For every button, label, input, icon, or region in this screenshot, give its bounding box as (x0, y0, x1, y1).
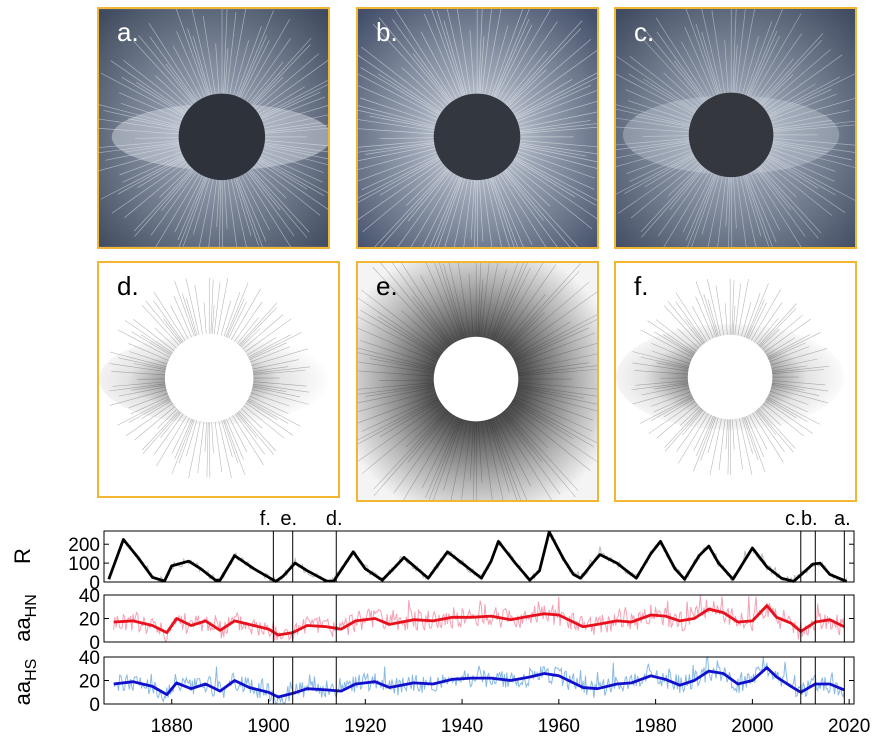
eclipse-marker-label: c. (785, 508, 801, 530)
series-monthly-trace (113, 655, 845, 706)
y-tick-label: 20 (79, 672, 100, 693)
panel-label: c. (634, 17, 655, 47)
corona-image-panel-f: f. (614, 261, 857, 502)
series-line (107, 530, 848, 583)
y-tick-label: 100 (68, 554, 100, 575)
y-axis-label: aaHS (10, 659, 40, 706)
eclipse-corona-photo-a (99, 9, 328, 247)
y-tick-label: 0 (89, 633, 100, 654)
series-line (113, 604, 845, 637)
x-tick-label: 1900 (247, 716, 289, 737)
corona-image-panel-d: d. (97, 261, 340, 498)
panel-label: d. (117, 271, 139, 301)
eclipse-corona-plate-d (99, 263, 338, 496)
x-tick-label: 2000 (731, 716, 773, 737)
corona-image-panel-e: e. (356, 261, 599, 502)
eclipse-marker-label: e. (280, 508, 297, 530)
eclipse-corona-photo-c (616, 9, 855, 247)
x-tick-label: 1960 (538, 716, 580, 737)
eclipse-marker-label: a. (834, 508, 851, 530)
corona-image-panel-a: a. (97, 7, 330, 249)
y-tick-label: 200 (68, 535, 100, 556)
x-tick-label: 1880 (151, 716, 193, 737)
y-axis-label: aaHN (10, 594, 40, 642)
panel-label: a. (117, 17, 139, 47)
eclipse-marker-label: f. (260, 508, 271, 530)
panel-label: e. (376, 271, 398, 301)
eclipse-corona-photo-b (358, 9, 597, 247)
x-tick-label: 2020 (828, 716, 870, 737)
corona-image-panel-c: c. (614, 7, 857, 249)
eclipse-corona-plate-e (358, 263, 597, 500)
eclipse-marker-label: d. (326, 508, 343, 530)
corona-image-panel-b: b. (356, 7, 599, 249)
y-tick-label: 20 (79, 610, 100, 631)
y-axis-label: R (10, 548, 35, 564)
y-tick-label: 40 (79, 648, 100, 669)
series-line (113, 666, 845, 699)
y-tick-label: 0 (89, 573, 100, 594)
x-tick-label: 1940 (441, 716, 483, 737)
plot-frame (103, 656, 855, 705)
y-tick-label: 0 (89, 695, 100, 716)
x-tick-label: 1980 (634, 716, 676, 737)
eclipse-marker-label: b. (801, 508, 818, 530)
eclipse-corona-plate-f (616, 263, 855, 500)
y-tick-label: 40 (79, 586, 100, 607)
plot-frame (103, 530, 855, 583)
x-tick-label: 1920 (344, 716, 386, 737)
series-monthly-trace (113, 594, 845, 644)
panel-label: f. (634, 271, 649, 301)
panel-label: b. (376, 17, 398, 47)
